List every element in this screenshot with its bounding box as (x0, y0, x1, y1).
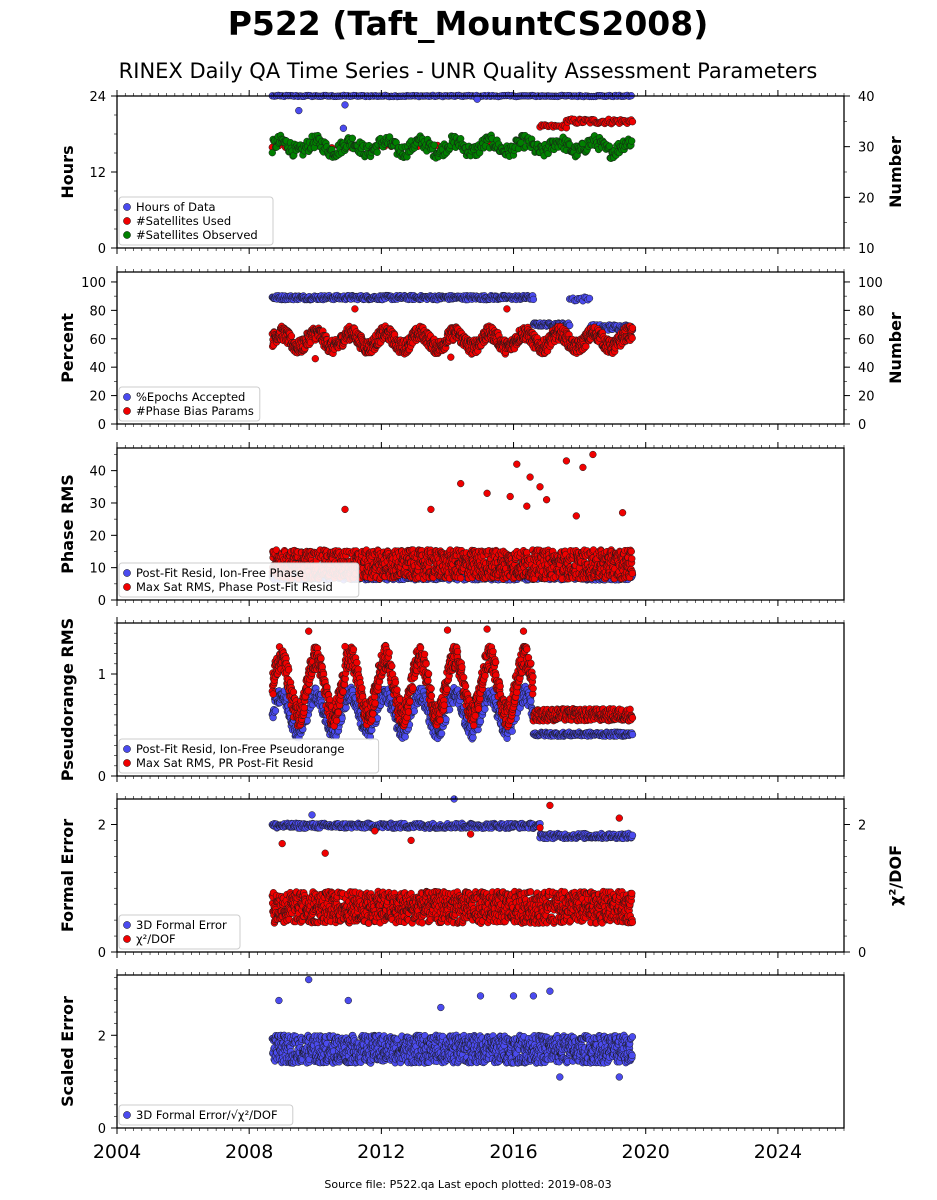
legend: Hours of Data#Satellites Used#Satellites… (118, 196, 274, 246)
legend-label: %Epochs Accepted (136, 390, 245, 404)
y-tick-label: 60 (89, 333, 106, 348)
data-points (268, 625, 637, 743)
y2-tick-label: 60 (858, 333, 875, 348)
data-point (523, 502, 531, 510)
data-point (506, 492, 514, 501)
data-point (430, 141, 438, 149)
y-axis-label: Percent (58, 313, 77, 383)
data-point (542, 496, 551, 504)
y-tick-label: 20 (89, 390, 106, 405)
data-point (526, 473, 534, 481)
figure-title: P522 (Taft_MountCS2008) (228, 4, 709, 43)
chart-panel-2: 0 20 40 60 80 100 Percent 0 20 40 60 80 100 Number %Ep… (58, 266, 905, 433)
y-tick-label: 0 (98, 242, 106, 257)
y2-tick-label: 20 (858, 191, 875, 206)
data-point (628, 324, 637, 332)
legend-label: Hours of Data (136, 200, 216, 214)
data-point (268, 149, 276, 157)
data-points (268, 91, 637, 162)
data-point (536, 483, 544, 491)
data-point (483, 489, 491, 497)
legend-marker (123, 203, 131, 211)
y-tick-label: 40 (89, 361, 106, 376)
y-axis-label: Hours (58, 145, 77, 198)
y-tick-label: 0 (98, 418, 106, 433)
data-point (341, 101, 349, 109)
y-tick-label: 0 (98, 594, 106, 609)
y2-axis-label: Number (886, 136, 905, 208)
legend-label: #Phase Bias Params (136, 404, 254, 418)
legend-marker (123, 569, 131, 577)
y-tick-label: 24 (89, 90, 106, 105)
y2-tick-label: 40 (858, 361, 875, 376)
data-point (618, 509, 627, 517)
data-point (427, 505, 435, 514)
data-point (339, 124, 348, 132)
y2-tick-label: 40 (858, 90, 875, 105)
data-point (311, 355, 319, 363)
y2-tick-label: 100 (858, 276, 883, 291)
y2-tick-label: 20 (858, 390, 875, 405)
y-axis-label: Phase RMS (58, 474, 77, 574)
data-points (268, 291, 637, 363)
chart-panel-3: 0 10 20 30 40 Phase RMS Post-Fit Resid, Ion-Fr… (58, 442, 845, 609)
data-point (341, 505, 349, 514)
y-tick-label: 20 (89, 529, 106, 544)
data-point (287, 332, 296, 340)
data-point (585, 294, 594, 303)
figure-subtitle: RINEX Daily QA Time Series - UNR Quality… (119, 59, 818, 83)
data-point (351, 305, 359, 313)
data-point (628, 118, 637, 126)
legend-label: Max Sat RMS, Phase Post-Fit Resid (136, 580, 333, 594)
data-point (457, 574, 465, 582)
data-point (348, 134, 357, 142)
legend-label: Post-Fit Resid, Ion-Free Phase (136, 566, 304, 580)
legend-marker (123, 407, 131, 415)
data-point (628, 334, 636, 342)
data-point (447, 353, 455, 361)
legend-marker (123, 217, 131, 225)
data-point (628, 137, 636, 145)
data-point (503, 305, 511, 313)
data-point (572, 512, 580, 520)
data-point (295, 106, 303, 115)
series-3-points (268, 131, 636, 162)
data-point (579, 463, 587, 472)
legend-marker (123, 231, 131, 239)
y-tick-label: 100 (81, 276, 106, 291)
y-tick-label: 30 (89, 497, 106, 512)
data-point (562, 457, 571, 465)
y2-axis-label: Number (886, 312, 905, 384)
data-point (513, 460, 521, 468)
y2-tick-label: 30 (858, 141, 875, 156)
y-tick-label: 10 (89, 562, 106, 577)
data-point (529, 295, 538, 304)
y-tick-label: 80 (89, 304, 106, 319)
data-point (589, 450, 597, 459)
y2-tick-label: 80 (858, 304, 875, 319)
data-point (627, 547, 635, 556)
y-tick-label: 12 (89, 166, 106, 181)
y2-tick-label: 10 (858, 242, 875, 257)
legend-label: #Satellites Observed (136, 228, 258, 242)
legend-label: #Satellites Used (136, 214, 231, 228)
legend-marker (123, 393, 131, 401)
data-point (628, 569, 637, 578)
y2-tick-label: 0 (858, 418, 866, 433)
data-point (628, 555, 636, 563)
data-point (473, 95, 481, 103)
legend: %Epochs Accepted#Phase Bias Params (118, 386, 261, 422)
legend-marker (123, 583, 131, 591)
y-tick-label: 40 (89, 465, 106, 480)
data-point (373, 148, 381, 156)
series-2-points (268, 305, 637, 363)
data-point (457, 479, 465, 488)
